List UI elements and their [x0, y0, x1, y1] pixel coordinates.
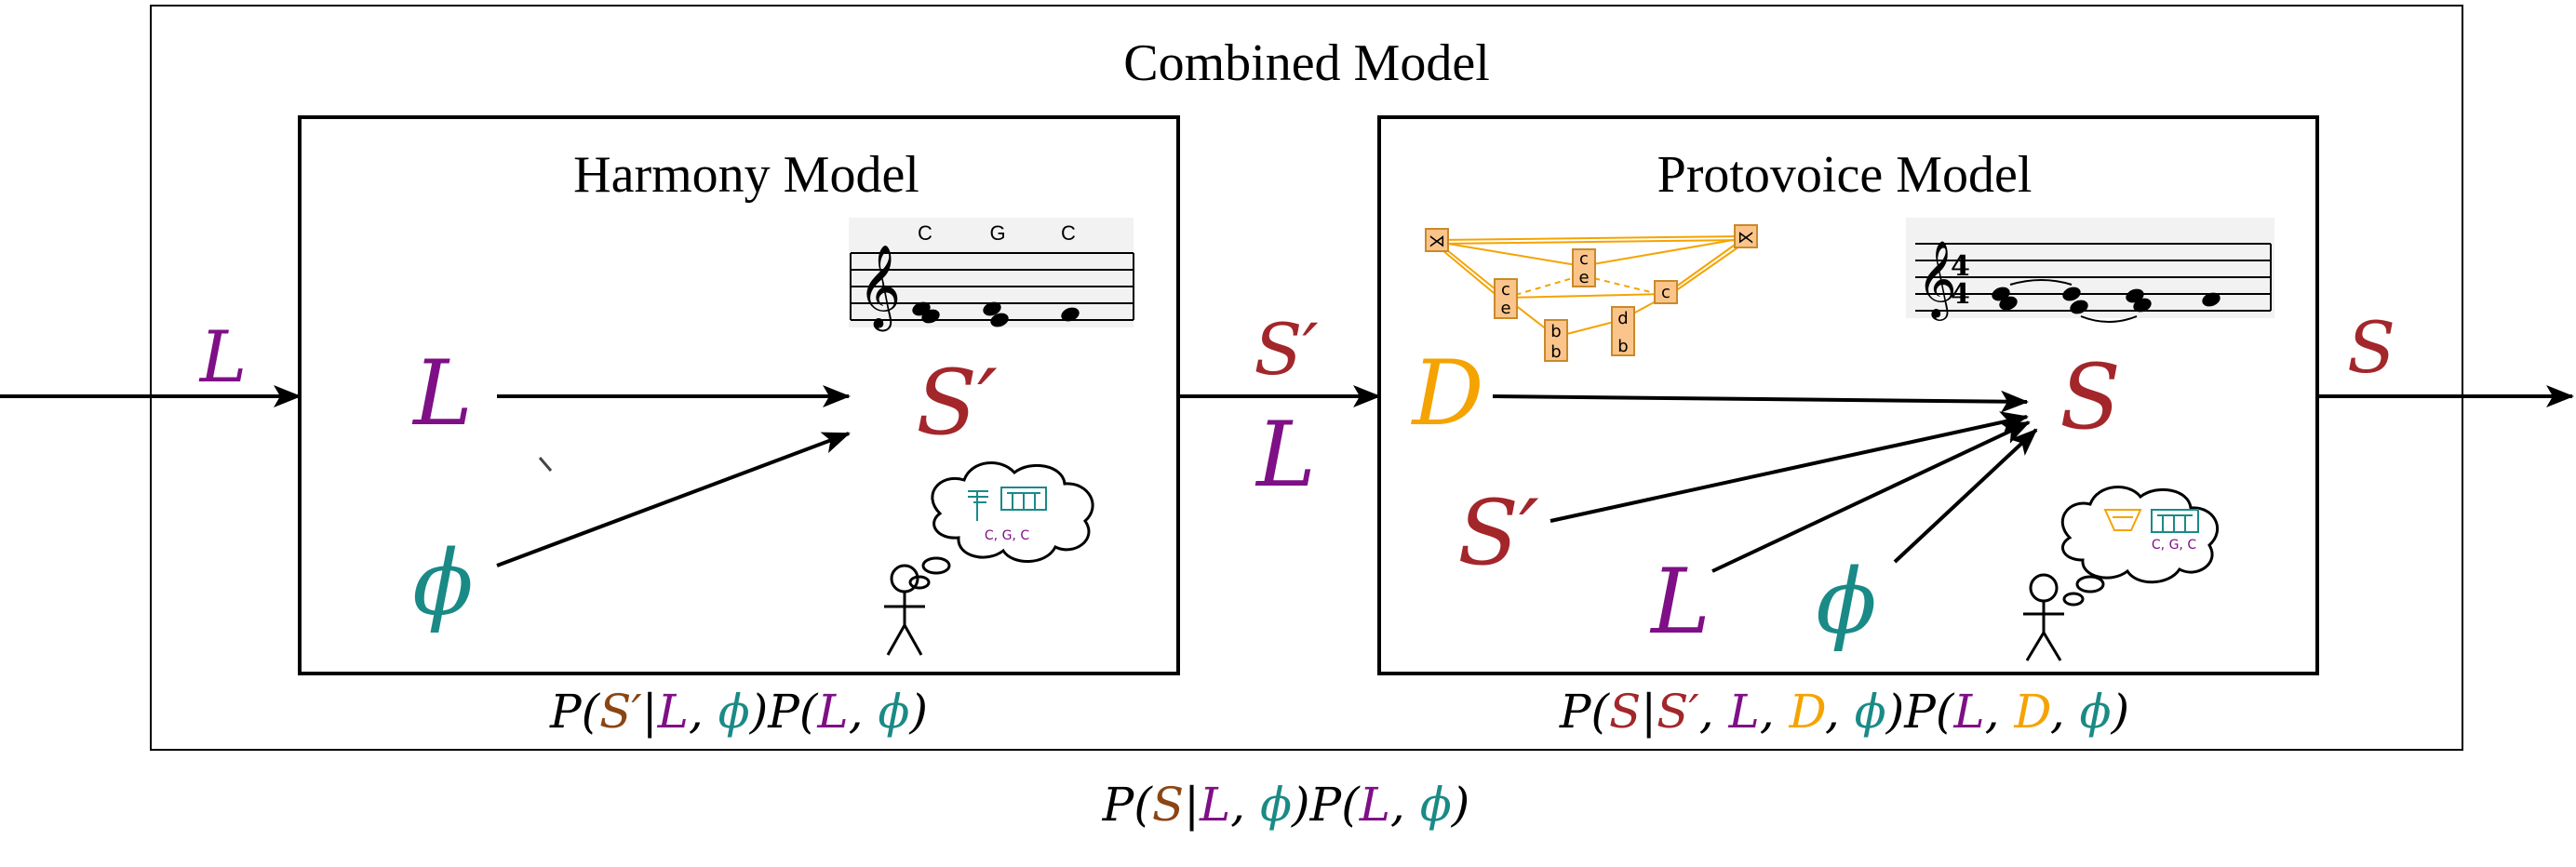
protovoice-phi: ϕ	[1816, 550, 1876, 654]
harmony-L: L	[411, 341, 473, 446]
combined-model-title: Combined Model	[1123, 34, 1490, 92]
combined-formula: P(S|L, ϕ)P(L, ϕ)	[1102, 778, 1470, 832]
svg-text:⋉: ⋉	[1737, 228, 1754, 247]
mini-graph-icon	[2103, 509, 2142, 531]
mini-staff-icon	[968, 490, 988, 521]
harmony-thought-cloud: C, G, C	[908, 461, 1094, 590]
protovoice-staff: 𝄞 4 4	[1906, 218, 2274, 323]
mini-tree-icon	[1000, 487, 1047, 511]
middle-S-prime: S′	[1254, 308, 1318, 391]
time-signature-bottom: 4	[1951, 278, 1970, 311]
protovoice-S-prime: S′	[1457, 481, 1539, 585]
svg-text:b: b	[1550, 322, 1561, 341]
protovoice-S: S	[2059, 345, 2121, 449]
cloud-chord-label: C, G, C	[985, 528, 1029, 543]
svg-text:b: b	[1617, 337, 1628, 356]
chord-label-1: C	[918, 221, 932, 245]
protovoice-staff-notes	[1992, 287, 2220, 314]
middle-L: L	[1254, 403, 1316, 507]
protovoice-formula: P(S|S′, L, D, ϕ)P(L, D, ϕ)	[1559, 685, 2129, 739]
treble-clef-icon: 𝄞	[858, 245, 901, 332]
chord-label-3: C	[1061, 221, 1076, 245]
arrow-D-to-S	[1492, 390, 2029, 413]
svg-text:c: c	[1579, 249, 1589, 269]
harmony-model-title: Harmony Model	[573, 146, 919, 204]
output-S: S	[2347, 306, 2395, 389]
harmony-staff: 𝄞 C G C	[849, 218, 1134, 332]
protovoice-stick-figure	[2023, 573, 2064, 661]
cloud-chord-label: C, G, C	[2152, 538, 2196, 553]
svg-text:c: c	[1501, 280, 1510, 300]
harmony-phi: ϕ	[412, 531, 473, 635]
harmony-staff-notes	[912, 301, 1080, 327]
svg-text:d: d	[1617, 309, 1628, 328]
protovoice-L: L	[1649, 550, 1711, 654]
arrow-phi-to-S	[1893, 428, 2038, 564]
input-L: L	[198, 315, 247, 398]
svg-text:b: b	[1550, 342, 1561, 362]
chord-label-2: G	[989, 221, 1005, 245]
svg-text:⋊: ⋊	[1429, 232, 1445, 251]
arrow-L-to-S	[1711, 420, 2031, 573]
harmony-formula: P(S′|L, ϕ)P(L, ϕ)	[549, 685, 928, 739]
svg-text:e: e	[1578, 268, 1589, 287]
harmony-stick-figure	[884, 564, 925, 656]
treble-clef-icon: 𝄞	[1917, 239, 1957, 321]
protovoice-thought-cloud: C, G, C	[2060, 486, 2220, 607]
combined-model-box	[150, 5, 2463, 751]
time-signature-top: 4	[1951, 250, 1970, 283]
arrow-phi-to-S-prime	[496, 432, 851, 567]
harmony-S-prime: S′	[916, 351, 998, 455]
mini-tree-icon	[2151, 509, 2199, 533]
protovoice-D: D	[1411, 341, 1484, 446]
svg-text:e: e	[1500, 299, 1510, 318]
protovoice-model-title: Protovoice Model	[1657, 146, 2033, 204]
small-tick-mark	[538, 457, 553, 472]
svg-text:c: c	[1661, 283, 1670, 302]
protovoice-graph: ⋊ ⋉ c e c e b b d b c	[1425, 224, 1758, 362]
arrow-S-prime-to-S	[1550, 411, 2029, 523]
